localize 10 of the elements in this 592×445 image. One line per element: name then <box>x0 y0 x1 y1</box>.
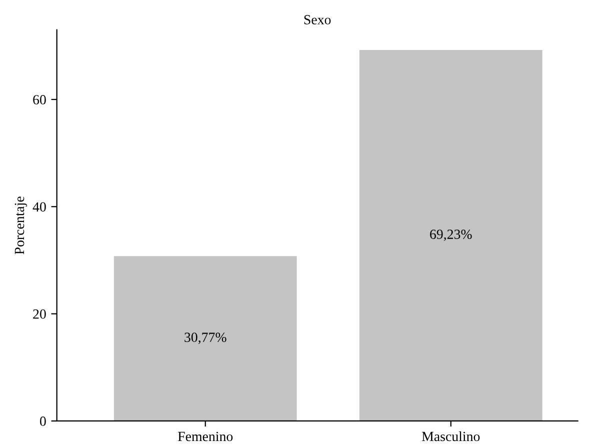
data-label: 69,23% <box>430 230 472 241</box>
y-tick-label: 40 <box>32 202 46 212</box>
chart-title: Sexo <box>304 15 331 24</box>
y-tick-label: 20 <box>33 309 46 319</box>
x-tick-label: Masculino <box>422 431 480 442</box>
y-tick-label: 0 <box>40 416 46 426</box>
y-axis-title: Porcentaje <box>14 196 27 254</box>
x-tick-label: Femenino <box>178 432 233 442</box>
y-tick-label: 60 <box>33 95 46 104</box>
data-label: 30,77% <box>184 332 226 344</box>
